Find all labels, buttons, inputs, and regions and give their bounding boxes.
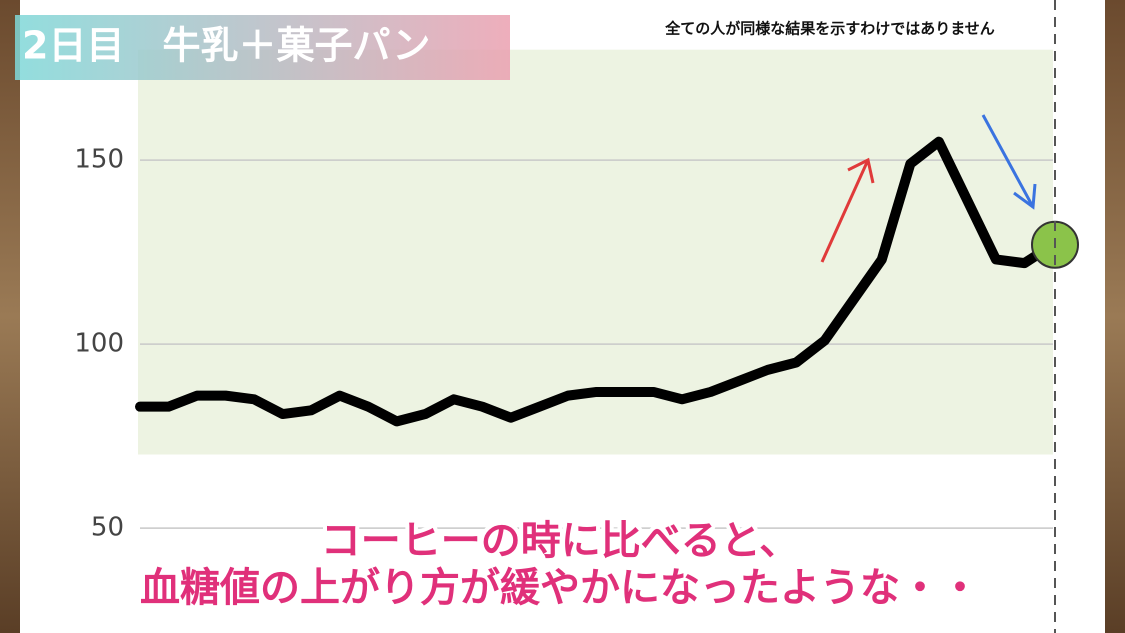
line [135,136,1058,427]
y-tick-label: 150 [74,145,124,175]
up-arrow-head [847,157,875,184]
down-arrow [981,114,1035,208]
up-arrow [820,159,870,263]
caption: 血糖値の上がり方が緩やかになったような・・ [140,565,980,611]
y-tick-label: 100 [74,329,124,359]
chart-title: 2日目 牛乳＋菓子パン [22,24,430,68]
disclaimer: 全ての人が同様な結果を示すわけではありません [664,20,995,38]
caption: コーヒーの時に比べると、 [321,518,799,564]
down-arrow-head [1013,183,1037,210]
y-tick-label: 50 [91,513,124,543]
title-badge [15,15,510,80]
plot: 50 100 150 [74,49,1079,543]
